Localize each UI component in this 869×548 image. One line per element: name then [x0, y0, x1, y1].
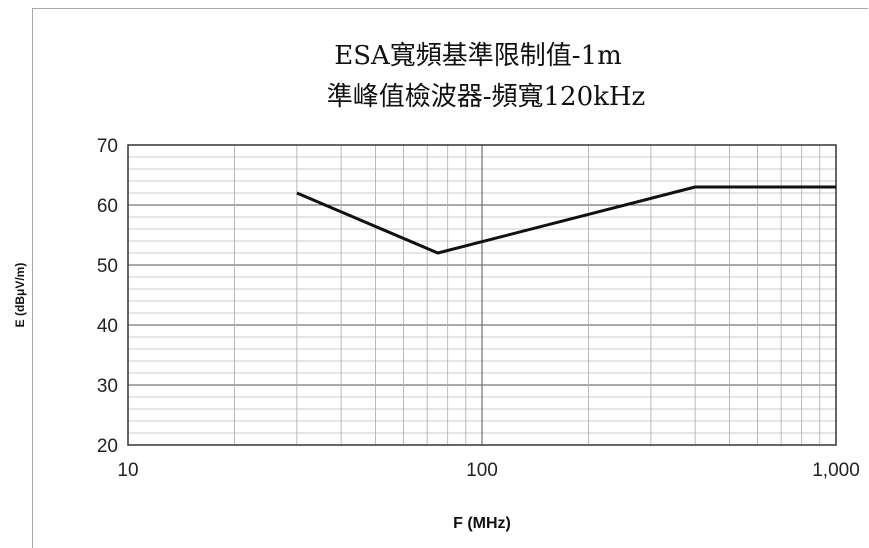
chart-title: ESA寬頻基準限制值-1m — [334, 41, 622, 71]
series-lines — [297, 187, 836, 253]
y-axis-label: E (dBμV/m) — [13, 263, 27, 328]
series-line — [297, 187, 836, 253]
y-tick-label: 20 — [97, 436, 118, 457]
y-tick-label: 30 — [97, 376, 118, 397]
x-tick-label: 100 — [466, 460, 498, 481]
y-tick-label: 60 — [97, 196, 118, 217]
y-tick-labels: 20 30 40 50 60 70 — [97, 136, 118, 457]
grid-lines — [128, 145, 836, 445]
x-tick-label: 1,000 — [812, 460, 860, 481]
x-axis-label: F (MHz) — [453, 515, 511, 532]
y-tick-label: 70 — [97, 136, 118, 157]
x-tick-labels: 10 100 1,000 — [117, 460, 859, 481]
x-tick-label: 10 — [117, 460, 138, 481]
chart-subtitle: 準峰值檢波器-頻寬120kHz — [327, 82, 646, 112]
y-tick-label: 50 — [97, 256, 118, 277]
y-tick-label: 40 — [97, 316, 118, 337]
